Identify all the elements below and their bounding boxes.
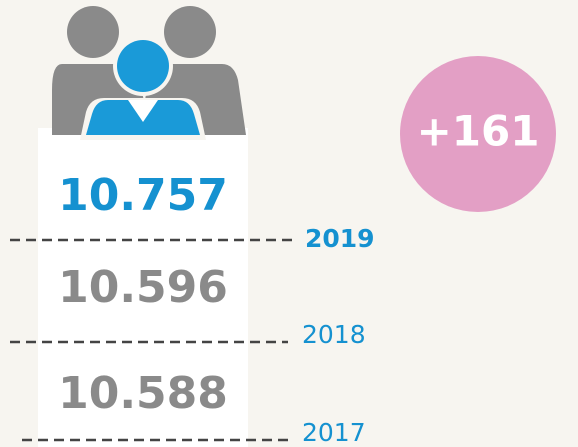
- value: 10.757: [58, 170, 228, 221]
- badge-text: +161: [417, 107, 540, 156]
- year: 2017: [302, 418, 366, 447]
- people-icon: [52, 6, 246, 140]
- value: 10.588: [58, 368, 228, 419]
- value: 10.596: [58, 262, 228, 313]
- year: 2019: [305, 224, 375, 253]
- year: 2018: [302, 320, 366, 349]
- badge: [400, 56, 556, 212]
- column: [38, 128, 248, 447]
